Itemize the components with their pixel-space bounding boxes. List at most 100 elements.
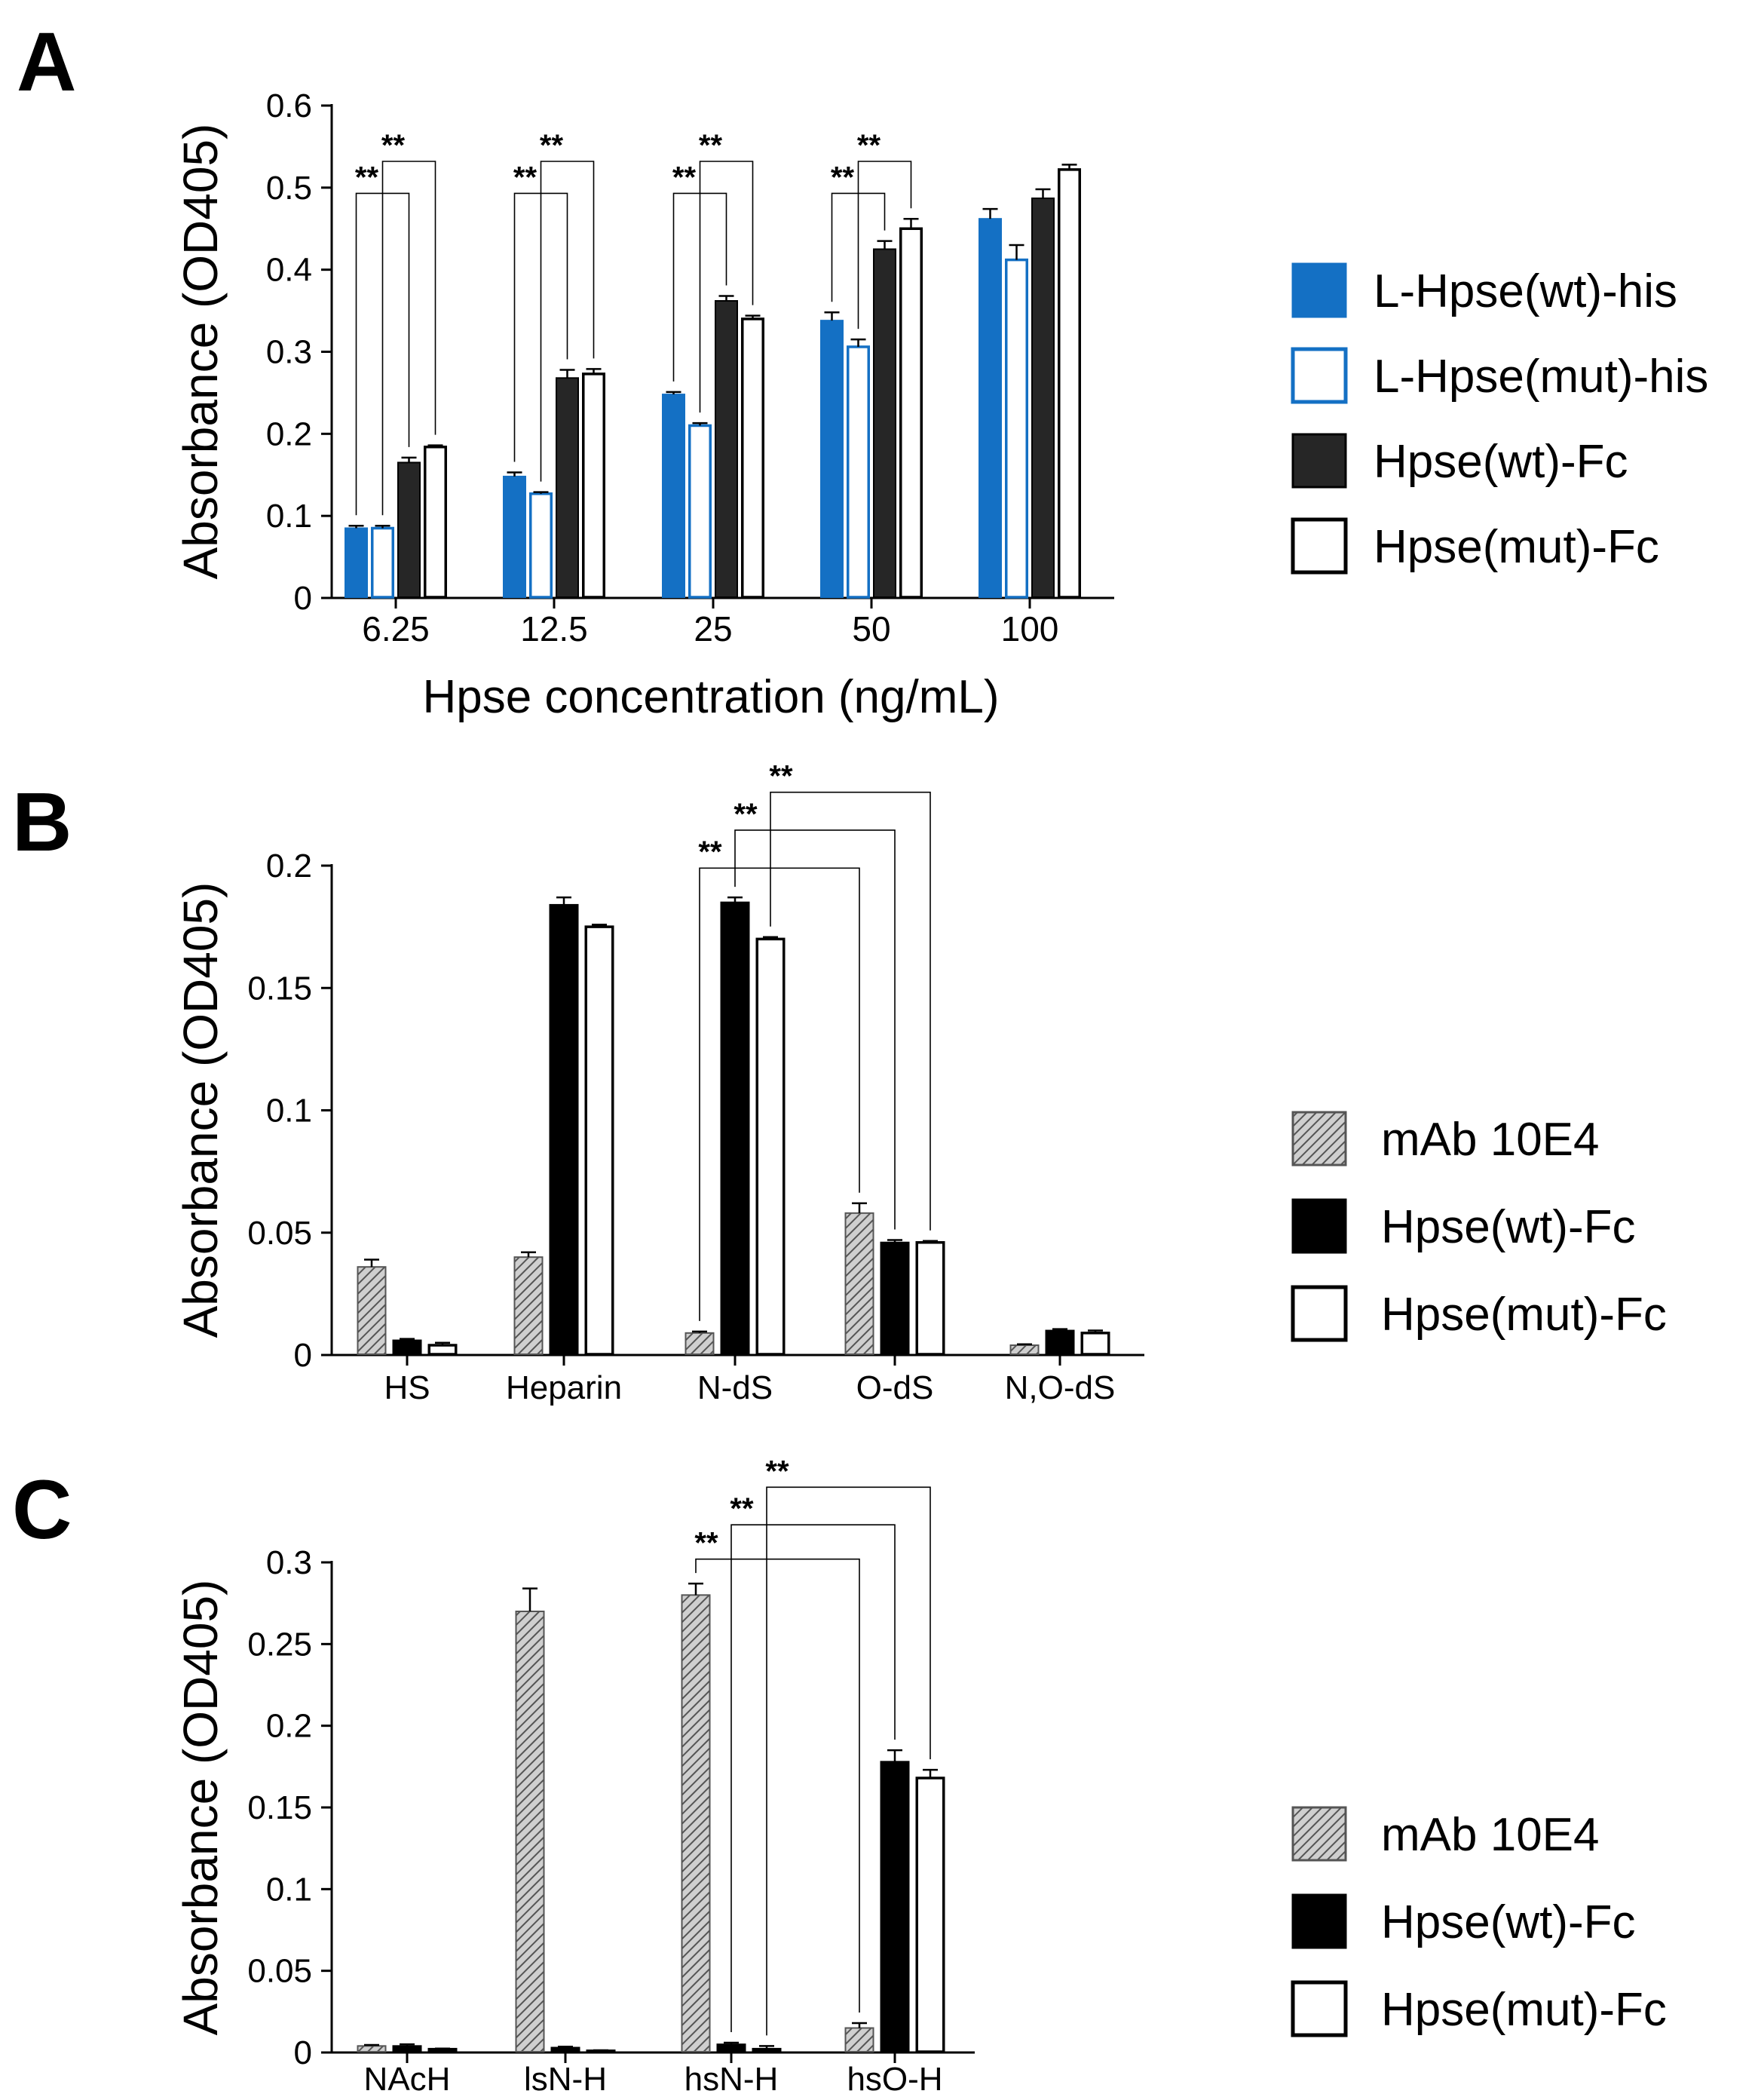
y-tick-label: 0 — [294, 580, 312, 617]
significance-label: ** — [734, 798, 758, 831]
significance-label: ** — [381, 129, 406, 162]
x-tick-label: N,O-dS — [1005, 1369, 1116, 1406]
legend-label: Hpse(wt)-Fc — [1381, 1896, 1636, 1948]
y-tick-label: 0.5 — [266, 170, 312, 207]
significance-label: ** — [698, 835, 722, 869]
bar — [741, 317, 764, 599]
bar — [371, 526, 394, 599]
bar — [752, 2047, 782, 2053]
significance-label: ** — [857, 129, 881, 162]
significance-label: ** — [513, 161, 538, 194]
bar — [1031, 197, 1055, 598]
legend-label: Hpse(mut)-Fc — [1374, 521, 1659, 573]
bar — [688, 424, 712, 599]
significance-bracket — [699, 161, 754, 413]
legend-c: mAb 10E4 Hpse(wt)-Fc Hpse(mut)-Fc — [1291, 1806, 1667, 2037]
y-tick-label: 0.4 — [266, 252, 312, 289]
y-tick-label: 0.2 — [266, 415, 312, 452]
bar — [715, 300, 738, 598]
significance-bracket — [540, 161, 595, 482]
y-tick-label: 0.2 — [266, 848, 312, 884]
x-tick-label: 50 — [852, 609, 890, 648]
y-tick-label: 0.1 — [266, 1871, 312, 1908]
x-tick-label: 6.25 — [362, 609, 430, 648]
bar — [556, 377, 579, 598]
legend-swatch — [1291, 1285, 1348, 1342]
bar — [844, 1212, 874, 1356]
panel-a-ylabel: Absorbance (OD405) — [173, 124, 228, 580]
bar — [915, 1240, 945, 1356]
panel-a-plot: 00.10.20.30.40.50.66.25 12.5 25 50 100******… — [266, 87, 1114, 648]
bar — [1009, 1344, 1040, 1356]
y-tick-label: 0.15 — [247, 1789, 312, 1826]
y-tick-label: 0.1 — [266, 498, 312, 535]
panel-a: Absorbance (OD405) Hpse concentration (n… — [173, 87, 1114, 723]
legend-swatch — [1291, 517, 1348, 575]
significance-label: ** — [699, 129, 723, 162]
bar — [515, 1611, 545, 2052]
significance-bracket — [730, 1524, 896, 2032]
x-tick-label: hsO-H — [847, 2061, 942, 2098]
bar — [549, 903, 579, 1356]
significance-label: ** — [694, 1527, 718, 1560]
y-tick-label: 0.1 — [266, 1093, 312, 1130]
legend-b: mAb 10E4 Hpse(wt)-Fc Hpse(mut)-Fc — [1291, 1111, 1667, 1342]
panel-label-c: C — [12, 1464, 72, 1556]
legend-swatch — [1291, 347, 1348, 404]
significance-label: ** — [540, 129, 564, 162]
bar — [1080, 1332, 1110, 1356]
significance-bracket — [766, 1486, 931, 2036]
bar — [873, 248, 896, 598]
bar — [392, 1339, 422, 1356]
significance-bracket — [734, 829, 896, 1230]
bar — [427, 1344, 458, 1356]
bar — [979, 218, 1002, 598]
y-tick-label: 0.2 — [266, 1708, 312, 1745]
panel-label-b: B — [12, 776, 72, 869]
legend-label: L-Hpse(mut)-his — [1374, 351, 1708, 403]
panel-c: Absorbance (OD405) 0 0.05 0.1 0.15 0.2 0.25 0.… — [173, 1455, 975, 2098]
x-tick-label: Heparin — [506, 1369, 622, 1406]
legend-a: L-Hpse(wt)-his L-Hpse(mut)-his Hpse(wt)-Fc… — [1291, 262, 1708, 575]
significance-label: ** — [765, 1455, 789, 1488]
x-tick-label: 100 — [1001, 609, 1059, 648]
bar — [582, 372, 605, 599]
legend-swatch — [1291, 1111, 1347, 1166]
bar — [357, 1266, 387, 1356]
bar — [844, 2027, 874, 2052]
bar — [716, 2043, 746, 2053]
panel-c-ylabel: Absorbance (OD405) — [173, 1580, 228, 2036]
bar — [529, 492, 553, 599]
bar — [899, 227, 923, 599]
bar — [424, 445, 447, 599]
bar — [397, 461, 421, 598]
significance-label: ** — [831, 161, 855, 194]
legend-swatch — [1291, 1806, 1347, 1862]
bar — [427, 2047, 458, 2053]
x-tick-label: N-dS — [697, 1369, 773, 1406]
bar — [720, 901, 750, 1356]
significance-label: ** — [672, 161, 697, 194]
legend-label: Hpse(wt)-Fc — [1374, 436, 1628, 488]
panel-b: Absorbance (OD405) 0 0.05 0.1 0.15 0.2 HS Hepa… — [173, 760, 1144, 1406]
legend-swatch — [1291, 1198, 1347, 1254]
y-tick-label: 0.05 — [247, 1215, 312, 1252]
significance-bracket — [695, 1558, 860, 2013]
bar — [345, 527, 368, 598]
panel-label-a: A — [17, 16, 76, 109]
bar — [392, 2045, 422, 2052]
bar — [1005, 258, 1028, 599]
bar — [685, 1332, 715, 1356]
significance-bracket — [857, 161, 912, 330]
bar — [915, 1777, 945, 2053]
legend-swatch — [1291, 262, 1347, 318]
bar — [1058, 168, 1081, 599]
legend-label: Hpse(wt)-Fc — [1381, 1201, 1636, 1253]
significance-bracket — [699, 867, 860, 1321]
legend-label: Hpse(mut)-Fc — [1381, 1289, 1667, 1341]
y-tick-label: 0.3 — [266, 334, 312, 371]
bar — [550, 2046, 580, 2052]
legend-label: mAb 10E4 — [1381, 1809, 1600, 1861]
y-tick-label: 0.25 — [247, 1626, 312, 1663]
x-tick-label: 25 — [694, 609, 732, 648]
